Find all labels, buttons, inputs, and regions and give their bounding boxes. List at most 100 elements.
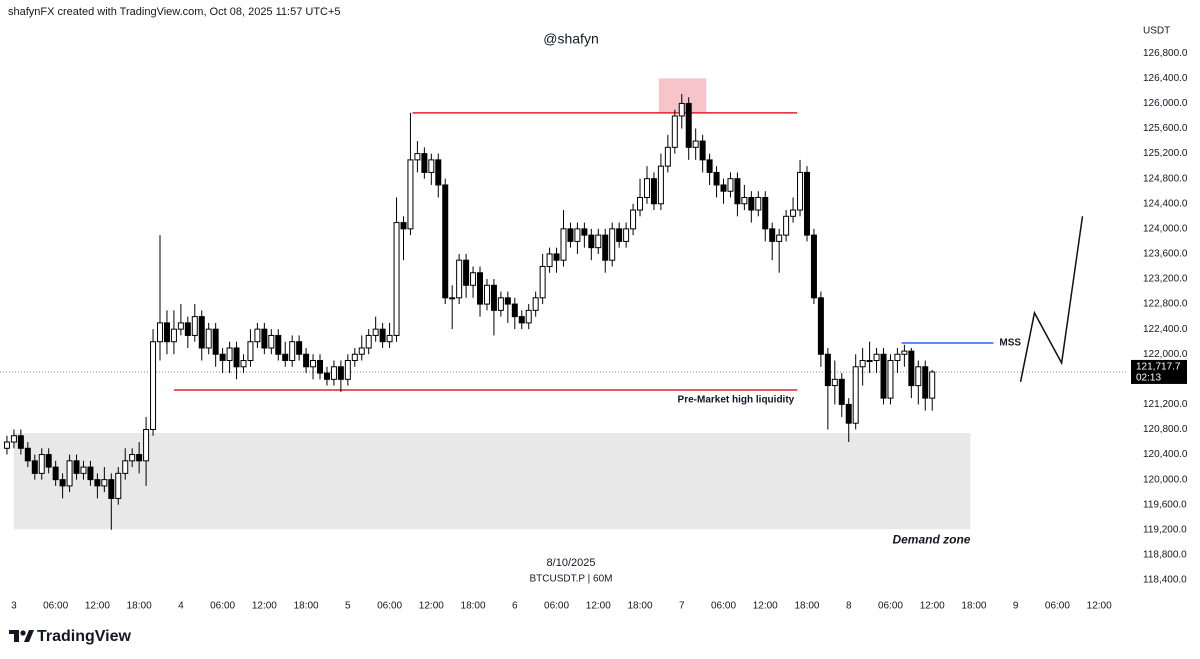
candle-body	[129, 454, 136, 462]
x-tick-label: 18:00	[127, 601, 152, 612]
candle-body	[31, 460, 38, 474]
candle-body	[296, 341, 303, 355]
candle-body	[553, 253, 560, 261]
candle-body	[929, 371, 936, 399]
candle-body	[539, 265, 546, 299]
candle-body	[449, 297, 456, 300]
candle-body	[73, 460, 80, 474]
candle-body	[45, 454, 52, 468]
price-marker-countdown: 02:13	[1136, 373, 1161, 384]
candle-body	[17, 435, 24, 449]
x-tick-label: 06:00	[210, 601, 235, 612]
candle-body	[769, 228, 776, 242]
candle-body	[546, 253, 553, 267]
candle-body	[386, 334, 393, 343]
candle-body	[609, 228, 616, 261]
candle-body	[560, 228, 567, 261]
candle-body	[393, 222, 400, 336]
candle-body	[407, 159, 414, 230]
candle-body	[483, 284, 490, 305]
candle-body	[650, 178, 657, 205]
candle-body	[157, 322, 164, 343]
candle-body	[303, 353, 310, 368]
y-tick-label: 120,400.0	[1143, 449, 1188, 460]
candle-body	[511, 303, 518, 318]
candle-body	[699, 140, 706, 161]
y-tick-label: 126,400.0	[1143, 73, 1188, 84]
candle-body	[727, 178, 734, 192]
brand: TradingView	[37, 628, 132, 645]
candle-body	[414, 153, 421, 161]
x-tick-label: 18:00	[961, 601, 986, 612]
candle-body	[3, 441, 10, 449]
candle-body	[838, 378, 845, 405]
y-tick-label: 126,000.0	[1143, 98, 1188, 109]
candle-body	[268, 334, 275, 349]
x-tick-label: 6	[512, 601, 518, 612]
candle-body	[671, 115, 678, 148]
candle-body	[428, 159, 435, 173]
candle-body	[358, 347, 365, 355]
candle-body	[59, 479, 66, 487]
candle-body	[734, 178, 741, 205]
candle-body	[845, 403, 852, 424]
date-label: 8/10/2025	[547, 557, 596, 569]
x-tick-label: 18:00	[794, 601, 819, 612]
candle-body	[351, 353, 358, 362]
candle-body	[463, 259, 470, 286]
y-tick-label: 120,800.0	[1143, 424, 1188, 435]
x-tick-label: 06:00	[878, 601, 903, 612]
candle-body	[762, 196, 769, 230]
candle-body	[101, 479, 108, 487]
candle-body	[477, 272, 484, 305]
candle-body	[52, 466, 59, 481]
candle-body	[177, 322, 184, 330]
candle-body	[664, 146, 671, 167]
x-tick-label: 12:00	[419, 601, 444, 612]
candle-body	[310, 360, 317, 368]
candle-body	[470, 272, 477, 286]
y-tick-label: 118,800.0	[1143, 550, 1187, 561]
level-label: MSS	[999, 338, 1021, 349]
candle-body	[873, 353, 880, 362]
x-tick-label: 9	[1013, 601, 1019, 612]
plot: Demand zone Pre-Market high liquidity MSS 1…	[0, 48, 1188, 612]
candle-body	[212, 328, 219, 355]
y-tick-label: 119,600.0	[1143, 499, 1187, 510]
candle-body	[372, 328, 379, 336]
y-tick-label: 119,200.0	[1143, 524, 1187, 535]
y-tick-label: 126,800.0	[1143, 48, 1188, 59]
x-tick-label: 06:00	[544, 601, 569, 612]
candle-body	[240, 360, 247, 368]
y-tick-label: 122,400.0	[1143, 324, 1188, 335]
candle-body	[706, 159, 713, 173]
candle-body	[254, 328, 261, 343]
candle-body	[80, 466, 87, 474]
candle-body	[678, 102, 685, 117]
candle-body	[776, 234, 783, 242]
candle-body	[497, 297, 504, 311]
y-tick-label: 123,200.0	[1143, 274, 1188, 285]
y-tick-label: 118,400.0	[1143, 575, 1187, 586]
y-tick-label: 122,000.0	[1143, 349, 1188, 360]
candle-body	[581, 228, 588, 236]
candle-body	[143, 428, 150, 462]
candle-body	[330, 366, 337, 380]
candle-body	[87, 466, 94, 481]
candle-body	[859, 360, 866, 368]
candle-body	[852, 366, 859, 424]
x-tick-label: 3	[11, 601, 17, 612]
candle-body	[435, 159, 442, 186]
candle-body	[790, 209, 797, 217]
x-tick-label: 18:00	[294, 601, 319, 612]
candle-body	[748, 196, 755, 211]
candle-body	[94, 479, 101, 487]
candle-body	[261, 328, 268, 349]
candle-body	[247, 341, 254, 362]
candle-body	[824, 353, 831, 387]
x-tick-label: 5	[345, 601, 351, 612]
y-tick-label: 123,600.0	[1143, 249, 1188, 260]
candle-body	[198, 316, 205, 349]
